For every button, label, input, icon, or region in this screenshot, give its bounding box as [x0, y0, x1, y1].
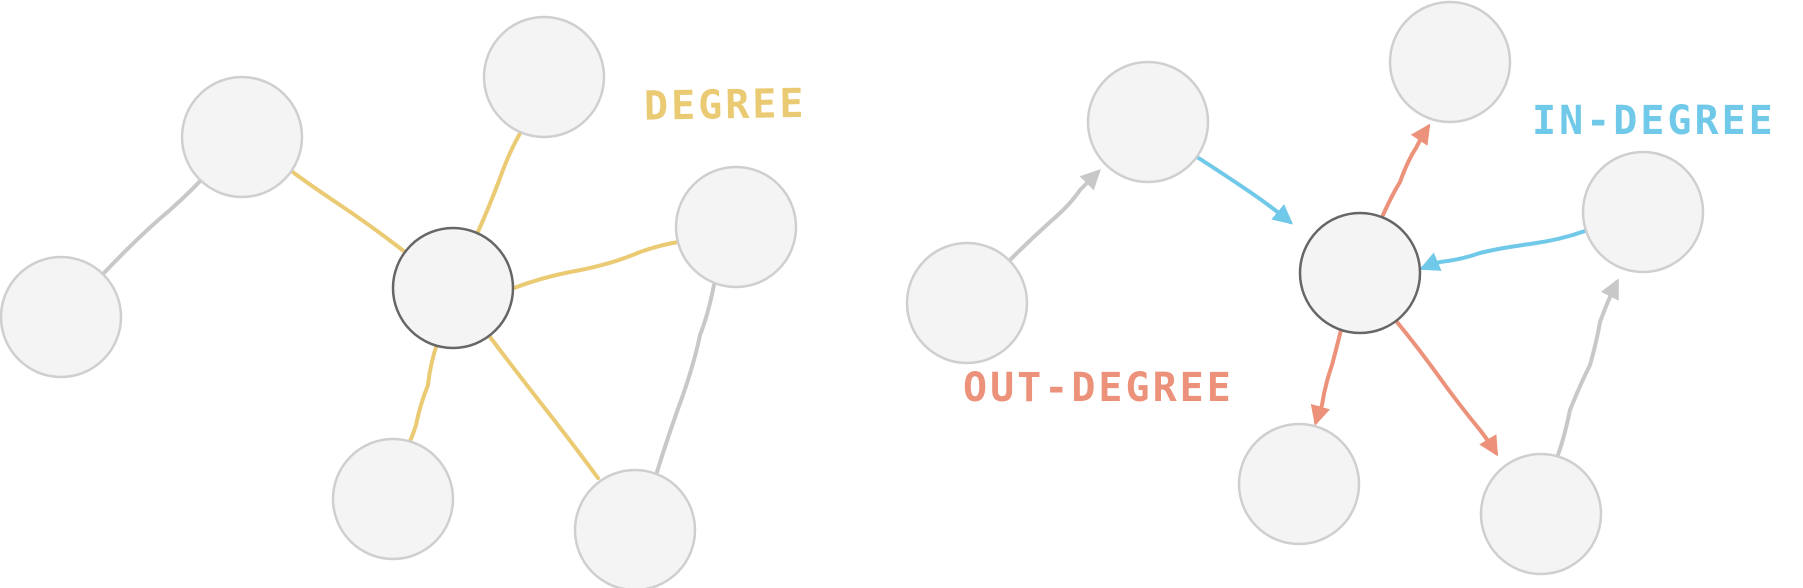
edge-bottom-right-to-right	[655, 283, 716, 474]
edge-far-left-to-upper-left	[102, 176, 205, 275]
undirected-graph: DEGREE	[0, 15, 807, 588]
directed-graph: IN-DEGREE OUT-DEGREE	[905, 0, 1776, 576]
degree-label: DEGREE	[644, 81, 807, 130]
degree-edge-right	[512, 240, 680, 290]
node-right	[1581, 150, 1705, 274]
node-right	[674, 165, 798, 289]
out-degree-edge-to-bottom-right	[1395, 320, 1499, 457]
center-node-degree	[391, 226, 515, 350]
node-bottom-left	[331, 437, 455, 561]
degree-edge-top	[475, 128, 524, 236]
node-bottom-right	[1479, 452, 1603, 576]
node-bottom-left	[1237, 422, 1361, 546]
out-degree-label: OUT-DEGREE	[963, 365, 1234, 411]
degree-edge-bottom-left	[406, 342, 439, 447]
center-node-directed	[1298, 211, 1422, 335]
node-bottom-right	[573, 468, 697, 588]
degree-edge-bottom-right	[488, 335, 600, 480]
in-degree-label: IN-DEGREE	[1532, 98, 1776, 144]
out-degree-edge-to-bottom-left	[1310, 328, 1343, 426]
edge-bottom-right-to-right-arrow	[1556, 278, 1619, 457]
node-far-left	[0, 255, 123, 379]
edge-left-to-upper-left-arrow	[1008, 169, 1101, 262]
node-top	[1388, 0, 1512, 124]
node-upper-left	[180, 75, 304, 199]
in-degree-edge-from-upper-left	[1195, 155, 1294, 225]
node-top	[482, 15, 606, 139]
node-upper-left	[1086, 60, 1210, 184]
node-left	[905, 241, 1029, 365]
in-degree-edge-from-right	[1419, 229, 1587, 271]
out-degree-edge-to-top	[1381, 123, 1431, 217]
degree-edge-upper-left	[288, 168, 407, 254]
